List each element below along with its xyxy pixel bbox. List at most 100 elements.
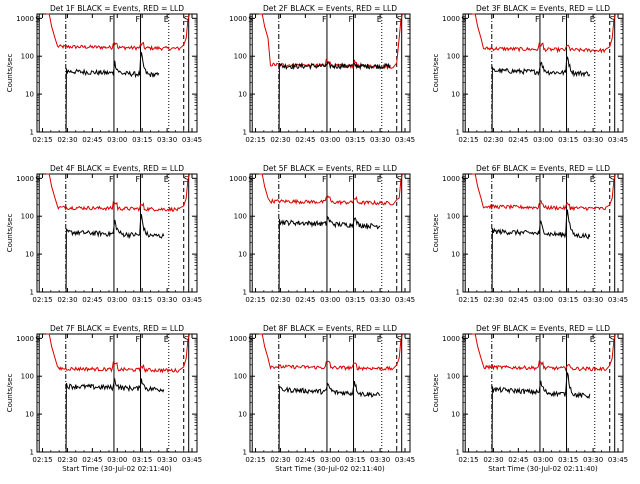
y-axis-label: Counts/sec <box>432 374 440 413</box>
y-axis-label: Counts/sec <box>432 214 440 253</box>
x-tick-label: 02:15 <box>32 136 52 144</box>
x-tick-label: 03:30 <box>583 456 603 464</box>
y-tick-label: 1 <box>243 449 247 457</box>
x-tick-label: 03:30 <box>370 456 390 464</box>
x-tick-label: 03:15 <box>132 136 152 144</box>
series-lld-line <box>258 333 403 372</box>
marker-label: E <box>377 335 382 344</box>
x-tick-label: 03:00 <box>533 456 553 464</box>
y-tick-label: 1 <box>456 449 460 457</box>
series-lld-line <box>45 333 190 374</box>
x-tick-label: 02:15 <box>245 136 265 144</box>
y-tick-label: 1000 <box>16 15 34 23</box>
marker-label: S <box>610 335 615 344</box>
plot-frame <box>249 333 411 453</box>
y-tick-label: 1000 <box>229 15 247 23</box>
y-tick-label: 1 <box>456 129 460 137</box>
marker-label: F <box>136 175 141 184</box>
panel-det-8: Det 8F BLACK = Events, RED = LLD 1 10 100 10… <box>229 324 415 473</box>
x-tick-label: 03:15 <box>345 136 365 144</box>
x-tick-label: 02:45 <box>508 456 528 464</box>
x-tick-label: 03:00 <box>320 296 340 304</box>
plot-frame <box>462 13 624 133</box>
panel-det-1: Det 1F BLACK = Events, RED = LLD 1 10 100 10… <box>6 4 202 144</box>
x-tick-label: 03:45 <box>608 296 628 304</box>
series-events-line <box>491 372 591 453</box>
x-tick-label: 03:30 <box>370 296 390 304</box>
x-tick-label: 02:15 <box>245 296 265 304</box>
y-tick-label: 100 <box>234 373 247 381</box>
y-axis-label: Counts/sec <box>6 374 14 413</box>
marker-label: S <box>35 15 40 24</box>
y-tick-label: 100 <box>234 213 247 221</box>
plot-frame <box>36 333 198 453</box>
panel-title: Det 6F BLACK = Events, RED = LLD <box>476 164 610 173</box>
marker-label: F <box>136 335 141 344</box>
panel-title: Det 9F BLACK = Events, RED = LLD <box>476 324 610 333</box>
x-tick-label: 03:15 <box>345 456 365 464</box>
x-tick-label: 02:30 <box>483 136 503 144</box>
y-tick-label: 10 <box>238 251 247 259</box>
x-tick-label: 03:15 <box>132 456 152 464</box>
x-tick-label: 03:00 <box>107 296 127 304</box>
marker-label: F <box>349 15 354 24</box>
series-lld-line <box>45 13 190 52</box>
x-tick-label: 02:30 <box>483 456 503 464</box>
x-tick-label: 02:30 <box>270 296 290 304</box>
x-tick-label: 03:00 <box>533 296 553 304</box>
x-tick-label: 03:45 <box>608 456 628 464</box>
marker-label: S <box>184 335 189 344</box>
x-tick-label: 02:15 <box>32 296 52 304</box>
marker-label: F <box>562 335 567 344</box>
marker-label: F <box>562 15 567 24</box>
x-tick-label: 03:45 <box>395 136 415 144</box>
plot-frame <box>462 333 624 453</box>
series-lld-line <box>258 173 403 206</box>
y-tick-label: 1000 <box>442 335 460 343</box>
marker-label: E <box>164 15 169 24</box>
marker-label: E <box>377 15 382 24</box>
x-tick-label: 02:45 <box>82 136 102 144</box>
y-tick-label: 100 <box>21 213 34 221</box>
series-events-line <box>65 52 160 133</box>
panel-title: Det 7F BLACK = Events, RED = LLD <box>50 324 184 333</box>
plot-frame <box>249 13 411 133</box>
y-tick-label: 1000 <box>229 175 247 183</box>
y-tick-label: 100 <box>447 213 460 221</box>
x-axis-label: Start Time (30-Jul-02 02:11:40) <box>275 465 385 473</box>
x-tick-label: 02:30 <box>270 136 290 144</box>
marker-label: E <box>590 175 595 184</box>
panel-det-9: Det 9F BLACK = Events, RED = LLD 1 10 100 10… <box>432 324 628 473</box>
panel-det-3: Det 3F BLACK = Events, RED = LLD 1 10 100 10… <box>432 4 628 144</box>
y-tick-label: 10 <box>25 411 34 419</box>
series-events-line <box>491 56 591 133</box>
marker-label: F <box>349 175 354 184</box>
series-events-line <box>491 209 591 293</box>
panel-det-4: Det 4F BLACK = Events, RED = LLD 1 10 100 10… <box>6 164 202 304</box>
y-tick-label: 1000 <box>229 335 247 343</box>
marker-label: E <box>164 175 169 184</box>
y-axis-label: Counts/sec <box>432 54 440 93</box>
x-tick-label: 03:45 <box>395 296 415 304</box>
marker-label: F <box>535 175 540 184</box>
series-lld-line <box>471 173 616 212</box>
y-tick-label: 1 <box>30 129 34 137</box>
marker-label: S <box>184 15 189 24</box>
x-tick-label: 03:45 <box>182 456 202 464</box>
x-tick-label: 03:45 <box>395 456 415 464</box>
plot-frame <box>462 173 624 293</box>
y-tick-label: 10 <box>25 251 34 259</box>
x-tick-label: 02:45 <box>82 296 102 304</box>
y-tick-label: 10 <box>451 411 460 419</box>
x-tick-label: 03:00 <box>320 456 340 464</box>
y-tick-label: 1 <box>30 449 34 457</box>
y-tick-label: 1000 <box>16 335 34 343</box>
marker-label: F <box>562 175 567 184</box>
marker-label: F <box>322 175 327 184</box>
x-tick-label: 03:30 <box>583 296 603 304</box>
marker-label: F <box>109 175 114 184</box>
marker-label: F <box>535 15 540 24</box>
x-tick-label: 03:30 <box>157 136 177 144</box>
y-axis-label: Counts/sec <box>6 54 14 93</box>
